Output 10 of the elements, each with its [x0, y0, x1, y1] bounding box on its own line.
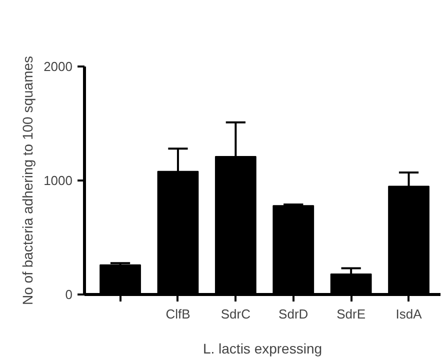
y-tick-label: 0 [65, 287, 73, 302]
x-tick-label: ClfB [166, 306, 190, 322]
y-tick-label: 2000 [44, 59, 72, 74]
x-axis-title: L. lactis expressing [202, 340, 322, 356]
y-axis-title: No of bacteria adhering to 100 squames [20, 56, 36, 306]
x-tick-label: SdrC [220, 306, 250, 322]
y-tick-label: 1000 [44, 173, 72, 188]
x-tick-label: SdrD [278, 306, 308, 322]
x-tick-label: SdrE [336, 306, 366, 322]
x-tick-label: IsdA [396, 306, 422, 322]
